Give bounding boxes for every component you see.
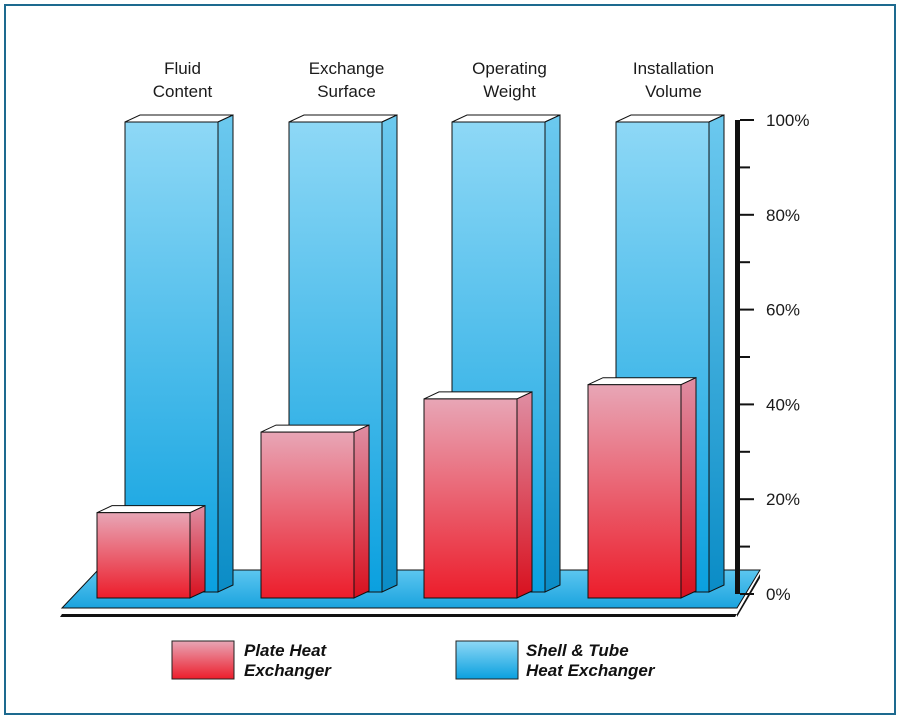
legend-label-plate-line2: Exchanger [244, 661, 332, 680]
y-major-tick [740, 308, 754, 311]
category-label: Volume [645, 82, 702, 101]
floor-platform [60, 569, 761, 617]
legend-label-shell-tube-line1: Shell & Tube [526, 641, 629, 660]
y-tick-label: 60% [766, 301, 800, 320]
y-major-tick [740, 593, 754, 595]
y-minor-tick [740, 545, 750, 548]
legend-swatch-plate [171, 640, 235, 680]
y-minor-tick [740, 166, 750, 169]
plate-bars [96, 376, 697, 599]
y-minor-tick [740, 450, 750, 453]
shell-tube-bar-0 [124, 114, 234, 593]
plate-bar-2 [423, 391, 533, 599]
y-tick-label: 80% [766, 206, 800, 225]
category-label: Content [153, 82, 213, 101]
y-minor-tick [740, 261, 750, 264]
y-axis-ticks [740, 119, 754, 595]
y-major-tick [740, 498, 754, 501]
y-axis-tick-labels: 0% 20% 40% 60% 80% 100% [766, 111, 809, 604]
y-tick-label: 100% [766, 111, 809, 130]
legend-label-plate-line1: Plate Heat [244, 641, 328, 660]
category-label: Installation [633, 59, 714, 78]
y-tick-label: 20% [766, 490, 800, 509]
category-label: Surface [317, 82, 376, 101]
plate-bar-1 [260, 424, 370, 599]
y-major-tick [740, 403, 754, 406]
plate-bar-3 [587, 376, 697, 599]
y-major-tick [740, 119, 754, 121]
y-tick-label: 0% [766, 585, 791, 604]
category-labels: Fluid Content Exchange Surface Operating Weig… [153, 59, 714, 101]
y-major-tick [740, 213, 754, 216]
y-tick-label: 40% [766, 395, 800, 414]
y-minor-tick [740, 356, 750, 358]
category-label: Fluid [164, 59, 201, 78]
category-label: Exchange [309, 59, 385, 78]
legend: Plate Heat Exchanger Shell & Tube Heat E… [171, 640, 656, 680]
plate-bar-0 [96, 504, 206, 599]
legend-swatch-shell-tube [455, 640, 519, 680]
category-label: Operating [472, 59, 547, 78]
y-axis-line [735, 120, 740, 594]
category-label: Weight [483, 82, 536, 101]
y-axis [735, 120, 740, 594]
legend-label-shell-tube-line2: Heat Exchanger [526, 661, 656, 680]
